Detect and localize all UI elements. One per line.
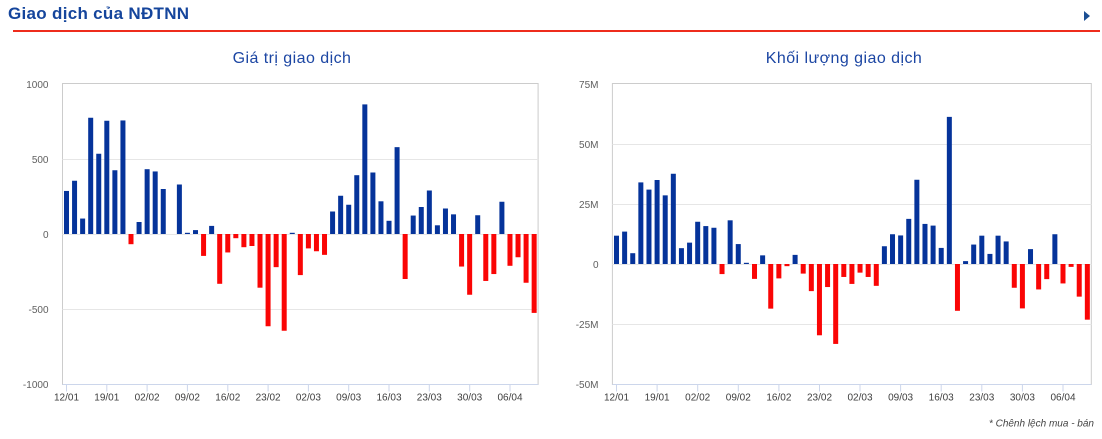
svg-text:-25M: -25M: [576, 320, 599, 331]
svg-text:16/03: 16/03: [929, 393, 954, 404]
svg-text:02/02: 02/02: [135, 393, 160, 404]
svg-text:02/02: 02/02: [685, 393, 710, 404]
svg-text:75M: 75M: [579, 80, 598, 91]
svg-text:0: 0: [593, 260, 599, 271]
svg-text:23/03: 23/03: [417, 393, 442, 404]
svg-text:12/01: 12/01: [604, 393, 629, 404]
svg-text:23/03: 23/03: [969, 393, 994, 404]
svg-text:09/02: 09/02: [726, 393, 751, 404]
svg-text:1000: 1000: [26, 80, 49, 91]
svg-text:09/03: 09/03: [888, 393, 913, 404]
svg-text:02/03: 02/03: [847, 393, 872, 404]
svg-text:Giá trị giao dịch: Giá trị giao dịch: [233, 50, 352, 67]
svg-text:-500: -500: [28, 305, 48, 316]
svg-text:* Chênh lệch mua - bán: * Chênh lệch mua - bán: [989, 419, 1095, 430]
svg-text:-1000: -1000: [23, 380, 49, 391]
svg-text:06/04: 06/04: [497, 393, 522, 404]
svg-text:23/02: 23/02: [807, 393, 832, 404]
svg-text:-50M: -50M: [576, 380, 599, 391]
svg-text:16/03: 16/03: [376, 393, 401, 404]
svg-text:02/03: 02/03: [296, 393, 321, 404]
svg-text:23/02: 23/02: [256, 393, 281, 404]
svg-text:500: 500: [32, 155, 49, 166]
svg-text:09/03: 09/03: [336, 393, 361, 404]
svg-text:Khối lượng giao dịch: Khối lượng giao dịch: [766, 50, 923, 67]
svg-text:16/02: 16/02: [766, 393, 791, 404]
svg-text:19/01: 19/01: [94, 393, 119, 404]
svg-text:12/01: 12/01: [54, 393, 79, 404]
svg-text:30/03: 30/03: [1010, 393, 1035, 404]
svg-text:19/01: 19/01: [645, 393, 670, 404]
svg-text:16/02: 16/02: [215, 393, 240, 404]
svg-text:25M: 25M: [579, 200, 598, 211]
svg-text:0: 0: [43, 230, 49, 241]
svg-text:09/02: 09/02: [175, 393, 200, 404]
svg-text:50M: 50M: [579, 140, 598, 151]
svg-text:30/03: 30/03: [457, 393, 482, 404]
svg-text:06/04: 06/04: [1050, 393, 1075, 404]
